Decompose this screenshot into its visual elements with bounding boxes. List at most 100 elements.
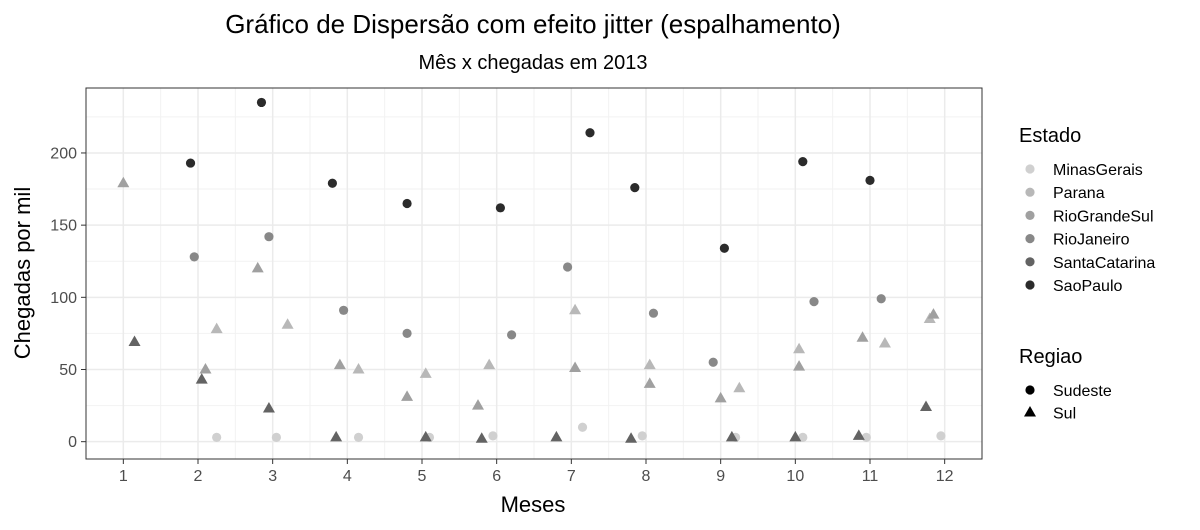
data-point-SaoPaulo bbox=[327, 178, 337, 188]
data-point-MinasGerais bbox=[637, 431, 647, 441]
data-point-SantaCatarina bbox=[195, 373, 208, 384]
legend-label-RioGrandeSul: RioGrandeSul bbox=[1053, 208, 1154, 225]
legend-key-Sudeste bbox=[1025, 385, 1035, 395]
legend: Estado MinasGerais Parana RioGrandeSul RioJa… bbox=[1019, 125, 1155, 423]
data-point-RioGrandeSul bbox=[401, 390, 414, 401]
data-point-MinasGerais bbox=[577, 422, 588, 432]
x-tick-label: 9 bbox=[716, 468, 725, 485]
plot-border bbox=[85, 87, 983, 460]
chart-title: Gráfico de Dispersão com efeito jitter (… bbox=[225, 9, 841, 39]
legend-key-RioGrandeSul bbox=[1025, 210, 1035, 220]
data-point-RioJaneiro bbox=[708, 357, 718, 367]
y-tick-label: 100 bbox=[50, 290, 77, 307]
data-point-MinasGerais bbox=[353, 432, 364, 442]
data-point-SantaCatarina bbox=[262, 401, 275, 413]
legend-key-MinasGerais bbox=[1025, 164, 1035, 174]
data-point-Parana bbox=[483, 358, 496, 370]
data-point-RioJaneiro bbox=[648, 308, 659, 318]
data-point-Parana bbox=[878, 337, 891, 348]
data-point-RioGrandeSul bbox=[472, 399, 484, 410]
legend-key-RioJaneiro bbox=[1025, 234, 1035, 244]
legend-label-MinasGerais: MinasGerais bbox=[1053, 162, 1143, 179]
data-point-SantaCatarina bbox=[475, 432, 488, 443]
data-point-SantaCatarina bbox=[625, 432, 638, 443]
x-tick-label: 2 bbox=[194, 468, 203, 485]
data-point-RioGrandeSul bbox=[251, 261, 264, 273]
x-axis-title: Meses bbox=[501, 492, 566, 517]
legend-key-SaoPaulo bbox=[1025, 280, 1035, 290]
data-point-RioGrandeSul bbox=[117, 176, 130, 188]
data-point-SaoPaulo bbox=[719, 243, 730, 253]
data-point-Parana bbox=[210, 322, 223, 334]
data-point-SantaCatarina bbox=[725, 430, 738, 442]
data-point-SaoPaulo bbox=[402, 198, 412, 209]
data-point-Parana bbox=[569, 303, 582, 315]
legend-label-SantaCatarina: SantaCatarina bbox=[1053, 255, 1155, 272]
y-axis-title: Chegadas por mil bbox=[10, 187, 35, 359]
legend-key-Parana bbox=[1025, 187, 1035, 197]
legend-title-estado: Estado bbox=[1019, 125, 1081, 147]
data-point-MinasGerais bbox=[488, 431, 498, 441]
data-point-RioJaneiro bbox=[264, 232, 274, 242]
x-tick-label: 6 bbox=[492, 468, 501, 485]
x-tick-label: 10 bbox=[786, 468, 804, 485]
data-point-RioGrandeSul bbox=[793, 360, 806, 371]
data-point-RioGrandeSul bbox=[199, 362, 212, 374]
data-point-RioGrandeSul bbox=[927, 308, 940, 319]
data-point-SantaCatarina bbox=[128, 335, 141, 347]
data-point-RioJaneiro bbox=[507, 330, 517, 340]
y-tick-label: 200 bbox=[50, 145, 77, 162]
data-point-Parana bbox=[352, 362, 365, 374]
y-tick-label: 150 bbox=[50, 218, 77, 235]
data-point-MinasGerais bbox=[936, 431, 946, 441]
data-point-SaoPaulo bbox=[185, 158, 196, 168]
data-point-RioGrandeSul bbox=[333, 358, 346, 370]
data-point-MinasGerais bbox=[212, 432, 222, 442]
data-point-SaoPaulo bbox=[256, 97, 267, 108]
data-point-SaoPaulo bbox=[585, 128, 595, 138]
x-tick-label: 7 bbox=[567, 468, 576, 485]
legend-label-SaoPaulo: SaoPaulo bbox=[1053, 278, 1122, 295]
data-point-RioJaneiro bbox=[339, 305, 349, 315]
data-point-SaoPaulo bbox=[798, 157, 808, 167]
y-tick-label: 0 bbox=[68, 434, 77, 451]
data-point-MinasGerais bbox=[271, 432, 281, 442]
data-point-RioJaneiro bbox=[563, 262, 573, 272]
data-point-MinasGerais bbox=[798, 432, 808, 442]
data-point-SantaCatarina bbox=[419, 430, 432, 442]
legend-label-Sudeste: Sudeste bbox=[1053, 383, 1112, 400]
data-point-Parana bbox=[419, 367, 432, 378]
y-tick-label: 50 bbox=[59, 362, 77, 379]
data-point-RioGrandeSul bbox=[643, 377, 656, 388]
legend-label-Parana: Parana bbox=[1053, 185, 1105, 202]
x-tick-label: 4 bbox=[343, 468, 352, 485]
legend-label-Sul: Sul bbox=[1053, 406, 1076, 423]
data-point-RioJaneiro bbox=[809, 297, 819, 307]
data-point-RioJaneiro bbox=[876, 294, 886, 304]
data-point-SaoPaulo bbox=[495, 203, 505, 213]
data-point-Parana bbox=[733, 381, 746, 393]
data-point-SantaCatarina bbox=[852, 429, 865, 440]
data-point-SantaCatarina bbox=[550, 430, 563, 442]
data-point-SantaCatarina bbox=[789, 430, 802, 442]
legend-key-Sul bbox=[1024, 405, 1036, 417]
data-point-SantaCatarina bbox=[920, 400, 932, 412]
data-point-Parana bbox=[281, 318, 294, 329]
x-tick-label: 1 bbox=[119, 468, 128, 485]
data-point-SaoPaulo bbox=[865, 175, 875, 185]
legend-label-RioJaneiro: RioJaneiro bbox=[1053, 232, 1130, 249]
data-point-Parana bbox=[643, 358, 656, 370]
x-tick-label: 5 bbox=[418, 468, 427, 485]
data-point-RioJaneiro bbox=[402, 328, 412, 339]
data-point-RioGrandeSul bbox=[569, 361, 582, 373]
data-point-Parana bbox=[793, 342, 806, 354]
data-point-SantaCatarina bbox=[330, 430, 343, 442]
x-tick-label: 11 bbox=[862, 468, 879, 485]
chart-subtitle: Mês x chegadas em 2013 bbox=[418, 52, 647, 74]
legend-key-SantaCatarina bbox=[1025, 257, 1035, 267]
data-point-RioGrandeSul bbox=[714, 391, 727, 403]
legend-title-regiao: Regiao bbox=[1019, 346, 1082, 368]
data-point-RioGrandeSul bbox=[856, 331, 869, 342]
